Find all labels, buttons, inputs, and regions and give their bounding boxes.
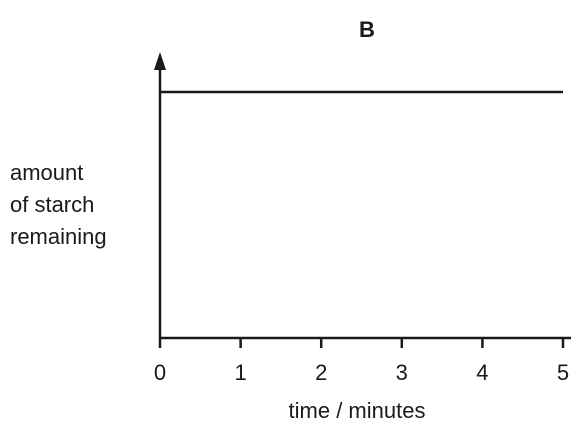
y-axis-label-line-1: amount — [10, 160, 83, 185]
x-tick-label-2: 2 — [315, 360, 327, 385]
plot-area: 0 1 2 3 4 5 — [154, 52, 571, 385]
y-axis-label-line-3: remaining — [10, 224, 107, 249]
x-tick-label-0: 0 — [154, 360, 166, 385]
x-tick-label-5: 5 — [557, 360, 569, 385]
x-tick-label-4: 4 — [476, 360, 488, 385]
x-tick-label-3: 3 — [396, 360, 408, 385]
y-axis-arrow-icon — [154, 52, 166, 70]
y-axis-label-line-2: of starch — [10, 192, 94, 217]
x-axis-label: time / minutes — [289, 398, 426, 423]
x-tick-label-1: 1 — [234, 360, 246, 385]
chart-title: B — [359, 17, 375, 42]
